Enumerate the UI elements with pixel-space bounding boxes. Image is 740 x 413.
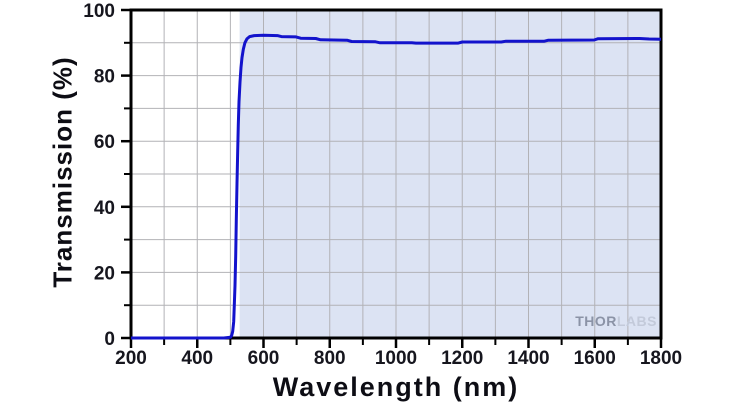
x-tick-label: 600 (248, 348, 280, 369)
watermark-text-labs: LABS (616, 313, 657, 329)
x-tick-label: 200 (115, 348, 147, 369)
y-axis-title: Transmission (%) (47, 56, 78, 288)
y-tick-label: 60 (94, 132, 115, 153)
x-tick-label: 800 (314, 348, 346, 369)
x-tick-label: 1400 (507, 348, 549, 369)
x-tick-label: 1200 (441, 348, 483, 369)
y-tick-label: 0 (104, 329, 115, 350)
y-tick-label: 80 (94, 67, 115, 88)
x-tick-label: 1600 (574, 348, 616, 369)
axis-frame (129, 8, 663, 340)
x-axis-title: Wavelength (nm) (272, 372, 520, 402)
y-tick-label: 40 (94, 198, 115, 219)
x-tick-label: 1800 (640, 348, 682, 369)
x-tick-label: 400 (181, 348, 213, 369)
transmission-curve (131, 33, 662, 340)
y-tick-label: 100 (83, 1, 115, 22)
y-tick-label: 20 (94, 263, 115, 284)
watermark-text-thor: THOR (575, 313, 617, 329)
thorlabs-watermark: THORLABS (565, 313, 657, 329)
x-tick-label: 1000 (375, 348, 417, 369)
